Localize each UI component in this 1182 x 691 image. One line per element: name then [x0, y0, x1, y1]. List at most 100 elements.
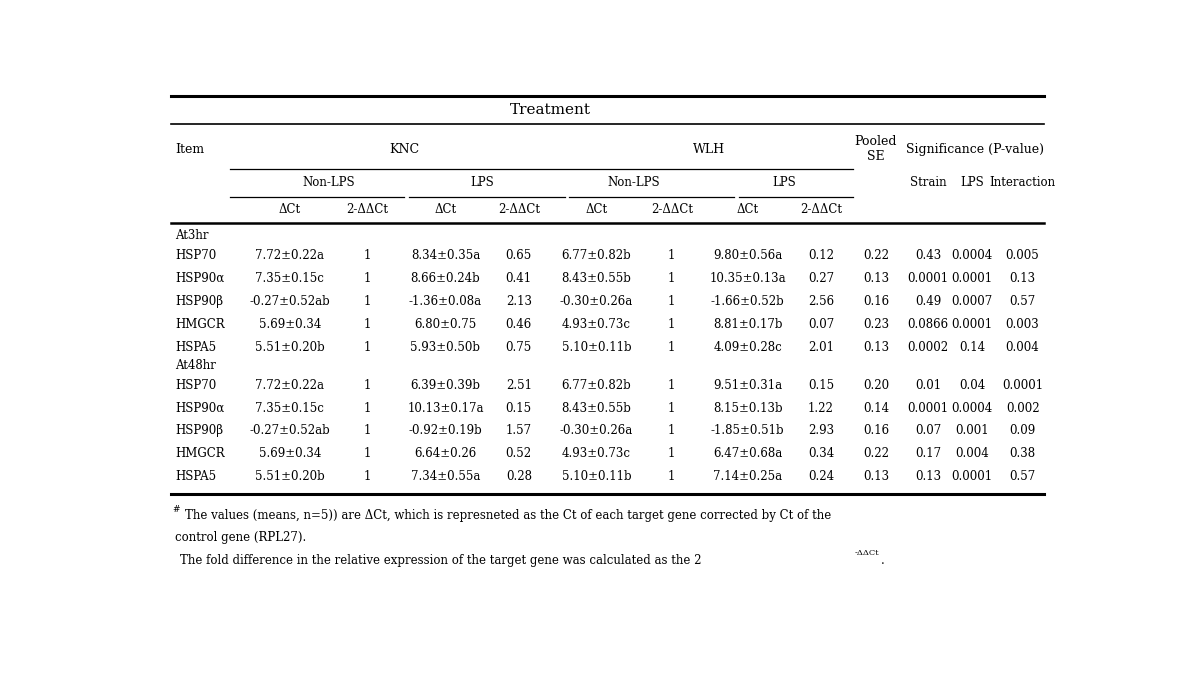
Text: 0.52: 0.52 [506, 447, 532, 460]
Text: 0.13: 0.13 [863, 341, 889, 354]
Text: 1: 1 [668, 318, 675, 331]
Text: 10.35±0.13a: 10.35±0.13a [709, 272, 786, 285]
Text: 7.34±0.55a: 7.34±0.55a [411, 470, 480, 483]
Text: At48hr: At48hr [175, 359, 216, 372]
Text: 7.35±0.15c: 7.35±0.15c [255, 272, 324, 285]
Text: 0.13: 0.13 [915, 470, 941, 483]
Text: 0.0001: 0.0001 [908, 401, 949, 415]
Text: 0.15: 0.15 [506, 401, 532, 415]
Text: 0.14: 0.14 [863, 401, 889, 415]
Text: 0.005: 0.005 [1006, 249, 1039, 263]
Text: Interaction: Interaction [989, 176, 1056, 189]
Text: -ΔΔCt: -ΔΔCt [855, 549, 879, 557]
Text: 0.0001: 0.0001 [952, 272, 993, 285]
Text: 8.15±0.13b: 8.15±0.13b [713, 401, 782, 415]
Text: 5.51±0.20b: 5.51±0.20b [255, 341, 325, 354]
Text: 0.23: 0.23 [863, 318, 889, 331]
Text: 6.39±0.39b: 6.39±0.39b [410, 379, 480, 392]
Text: 5.10±0.11b: 5.10±0.11b [561, 470, 631, 483]
Text: 2.13: 2.13 [506, 295, 532, 308]
Text: HSP90β: HSP90β [175, 424, 223, 437]
Text: 0.28: 0.28 [506, 470, 532, 483]
Text: -1.66±0.52b: -1.66±0.52b [710, 295, 785, 308]
Text: HSP90α: HSP90α [175, 401, 225, 415]
Text: 2.01: 2.01 [808, 341, 834, 354]
Text: 0.17: 0.17 [915, 447, 941, 460]
Text: 0.75: 0.75 [506, 341, 532, 354]
Text: 1: 1 [668, 447, 675, 460]
Text: 7.72±0.22a: 7.72±0.22a [255, 379, 324, 392]
Text: 0.07: 0.07 [808, 318, 834, 331]
Text: 0.14: 0.14 [959, 341, 986, 354]
Text: 1: 1 [364, 447, 371, 460]
Text: HSPA5: HSPA5 [175, 341, 216, 354]
Text: 1: 1 [668, 295, 675, 308]
Text: 0.16: 0.16 [863, 424, 889, 437]
Text: HMGCR: HMGCR [175, 318, 225, 331]
Text: 0.13: 0.13 [1009, 272, 1035, 285]
Text: 1: 1 [364, 249, 371, 263]
Text: -0.92±0.19b: -0.92±0.19b [409, 424, 482, 437]
Text: 8.34±0.35a: 8.34±0.35a [411, 249, 480, 263]
Text: HSPA5: HSPA5 [175, 470, 216, 483]
Text: 0.0001: 0.0001 [908, 272, 949, 285]
Text: LPS: LPS [960, 176, 985, 189]
Text: 8.81±0.17b: 8.81±0.17b [713, 318, 782, 331]
Text: Item: Item [175, 143, 204, 156]
Text: 2-ΔΔCt: 2-ΔΔCt [651, 203, 693, 216]
Text: 2-ΔΔCt: 2-ΔΔCt [498, 203, 540, 216]
Text: 1: 1 [668, 424, 675, 437]
Text: WLH: WLH [693, 143, 725, 156]
Text: 0.13: 0.13 [863, 272, 889, 285]
Text: 2.93: 2.93 [808, 424, 834, 437]
Text: 5.69±0.34: 5.69±0.34 [259, 447, 322, 460]
Text: 9.80±0.56a: 9.80±0.56a [713, 249, 782, 263]
Text: 8.43±0.55b: 8.43±0.55b [561, 272, 631, 285]
Text: 0.27: 0.27 [808, 272, 834, 285]
Text: Pooled
SE: Pooled SE [855, 135, 897, 164]
Text: 0.003: 0.003 [1006, 318, 1039, 331]
Text: 0.0002: 0.0002 [908, 341, 949, 354]
Text: 6.80±0.75: 6.80±0.75 [415, 318, 476, 331]
Text: 5.10±0.11b: 5.10±0.11b [561, 341, 631, 354]
Text: 2.51: 2.51 [506, 379, 532, 392]
Text: 0.22: 0.22 [863, 447, 889, 460]
Text: 10.13±0.17a: 10.13±0.17a [408, 401, 483, 415]
Text: 1: 1 [364, 341, 371, 354]
Text: 0.07: 0.07 [915, 424, 941, 437]
Text: KNC: KNC [389, 143, 420, 156]
Text: 0.16: 0.16 [863, 295, 889, 308]
Text: #: # [173, 504, 180, 513]
Text: -0.27±0.52ab: -0.27±0.52ab [249, 295, 330, 308]
Text: 8.43±0.55b: 8.43±0.55b [561, 401, 631, 415]
Text: ΔCt: ΔCt [435, 203, 456, 216]
Text: 6.77±0.82b: 6.77±0.82b [561, 249, 631, 263]
Text: 0.15: 0.15 [808, 379, 834, 392]
Text: 0.01: 0.01 [915, 379, 941, 392]
Text: 0.09: 0.09 [1009, 424, 1035, 437]
Text: 1: 1 [668, 272, 675, 285]
Text: 0.0001: 0.0001 [952, 470, 993, 483]
Text: 0.20: 0.20 [863, 379, 889, 392]
Text: 8.66±0.24b: 8.66±0.24b [410, 272, 480, 285]
Text: -0.27±0.52ab: -0.27±0.52ab [249, 424, 330, 437]
Text: 0.0866: 0.0866 [908, 318, 949, 331]
Text: At3hr: At3hr [175, 229, 209, 242]
Text: Significance (P-value): Significance (P-value) [907, 143, 1045, 156]
Text: 0.0001: 0.0001 [952, 318, 993, 331]
Text: 2-ΔΔCt: 2-ΔΔCt [800, 203, 842, 216]
Text: 6.47±0.68a: 6.47±0.68a [713, 447, 782, 460]
Text: 0.41: 0.41 [506, 272, 532, 285]
Text: 5.69±0.34: 5.69±0.34 [259, 318, 322, 331]
Text: 6.64±0.26: 6.64±0.26 [415, 447, 476, 460]
Text: 6.77±0.82b: 6.77±0.82b [561, 379, 631, 392]
Text: Treatment: Treatment [511, 102, 591, 117]
Text: 5.93±0.50b: 5.93±0.50b [410, 341, 480, 354]
Text: 0.38: 0.38 [1009, 447, 1035, 460]
Text: 0.0004: 0.0004 [952, 401, 993, 415]
Text: 1: 1 [364, 295, 371, 308]
Text: 7.35±0.15c: 7.35±0.15c [255, 401, 324, 415]
Text: 1: 1 [364, 318, 371, 331]
Text: HSP90β: HSP90β [175, 295, 223, 308]
Text: 1.22: 1.22 [808, 401, 834, 415]
